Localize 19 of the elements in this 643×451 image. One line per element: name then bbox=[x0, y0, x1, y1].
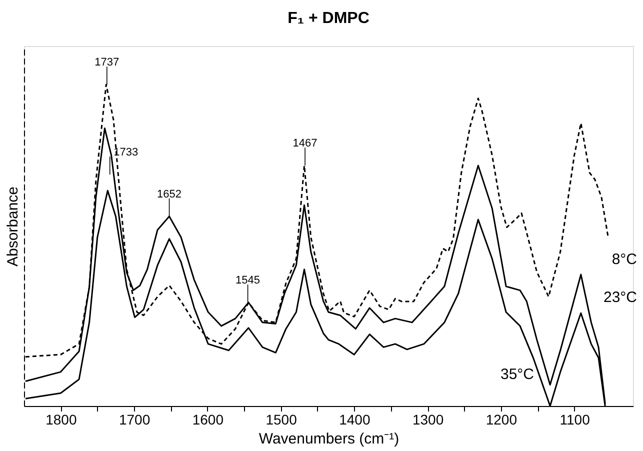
x-tick-label: 1600 bbox=[192, 412, 224, 428]
annotation: 1545 bbox=[236, 274, 260, 286]
series-label: 35°C bbox=[500, 366, 534, 383]
y-axis-title: Absorbance bbox=[4, 186, 22, 267]
chart-title: F₁ + DMPC bbox=[288, 10, 370, 27]
x-tick-label: 1700 bbox=[118, 412, 150, 428]
x-axis-title: Wavenumbers (cm⁻¹) bbox=[258, 430, 400, 448]
annotation: 1467 bbox=[292, 138, 318, 150]
annotation: 1733 bbox=[114, 146, 138, 159]
series-label: 8°C bbox=[612, 251, 638, 268]
series-label: 23°C bbox=[603, 289, 638, 306]
annotation: 1652 bbox=[157, 188, 182, 200]
x-tick-label: 1500 bbox=[266, 412, 298, 428]
x-tick-label: 1100 bbox=[560, 412, 590, 428]
x-tick-label: 1400 bbox=[339, 412, 370, 428]
x-tick-label: 1300 bbox=[412, 412, 444, 428]
annotation: 1737 bbox=[94, 56, 120, 69]
x-tick-label: 1800 bbox=[46, 412, 77, 428]
x-tick-label: 1200 bbox=[486, 412, 518, 428]
